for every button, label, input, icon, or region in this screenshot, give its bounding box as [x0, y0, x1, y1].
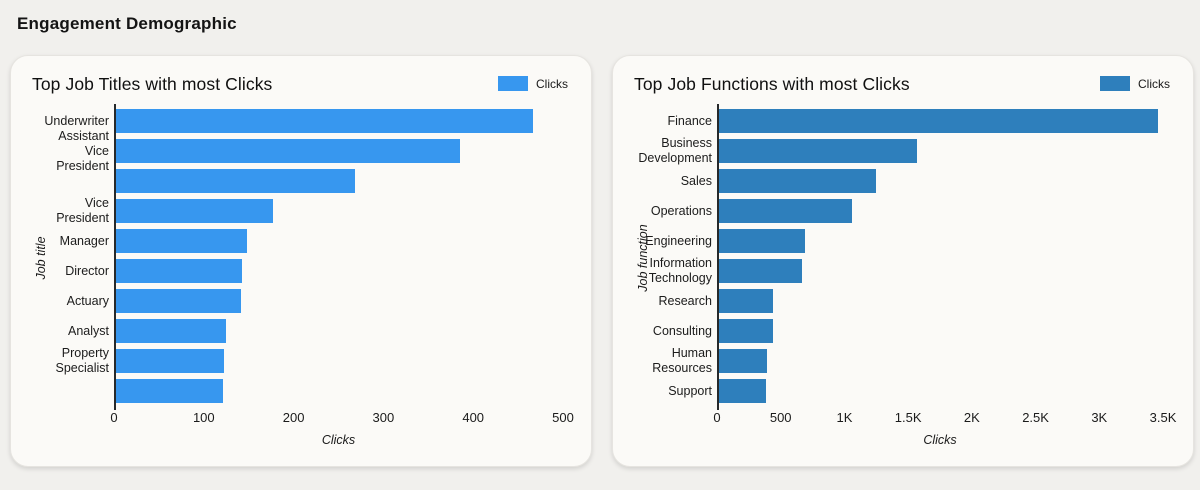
- y-tick-label: Human Resources: [652, 346, 712, 375]
- chart-row: Human Resources: [613, 346, 1193, 375]
- bars-area: Finance Business Development Sales Operatio…: [613, 109, 1193, 403]
- y-tick-label: Analyst: [68, 323, 109, 338]
- x-tick-label: 500: [769, 410, 792, 425]
- x-tick-label: 3.5K: [1149, 410, 1177, 425]
- job-functions-chart-card: Top Job Functions with most Clicks Click…: [612, 55, 1194, 467]
- bar[interactable]: [717, 109, 1158, 133]
- legend-swatch: [1100, 76, 1130, 91]
- x-tick-label: 2.5K: [1022, 410, 1049, 425]
- bars-area: Underwriter Assistant Vice President Vice …: [11, 109, 591, 403]
- bar[interactable]: [114, 109, 534, 133]
- chart-row: Support: [613, 379, 1193, 403]
- y-tick-label: Engineering: [645, 233, 712, 248]
- bar[interactable]: [114, 289, 241, 313]
- y-tick-label: Research: [658, 293, 713, 308]
- y-tick-label: [11, 169, 114, 193]
- bar[interactable]: [114, 349, 225, 373]
- chart-title: Top Job Functions with most Clicks: [634, 74, 910, 94]
- bar[interactable]: [717, 199, 853, 223]
- y-axis-line: [114, 104, 116, 410]
- bar[interactable]: [717, 169, 877, 193]
- y-tick-label: Vice President: [56, 196, 109, 225]
- chart-row: Analyst: [11, 319, 591, 343]
- x-axis-ticks: 0 500 1K 1.5K 2K 2.5K 3K 3.5K: [613, 410, 1193, 426]
- bar[interactable]: [717, 289, 774, 313]
- y-tick-label: Assistant Vice President: [56, 128, 109, 173]
- bar[interactable]: [717, 349, 767, 373]
- chart-row: Information Technology: [613, 256, 1193, 285]
- chart-row: Sales: [613, 169, 1193, 193]
- x-tick-label: 0: [110, 410, 118, 425]
- y-tick-label: Business Development: [638, 136, 712, 165]
- y-tick-label: Finance: [667, 113, 712, 128]
- bar[interactable]: [114, 319, 227, 343]
- bar[interactable]: [717, 379, 767, 403]
- bar[interactable]: [114, 229, 247, 253]
- bar[interactable]: [717, 229, 805, 253]
- chart-row: Manager: [11, 229, 591, 253]
- chart-row: Property Specialist: [11, 346, 591, 375]
- chart-row: [11, 169, 591, 193]
- chart-row: [11, 379, 591, 403]
- x-tick-label: 400: [462, 410, 485, 425]
- y-tick-label: Manager: [59, 233, 109, 248]
- y-tick-label: Actuary: [66, 293, 109, 308]
- y-tick-label: Underwriter: [44, 113, 109, 128]
- bar[interactable]: [114, 169, 355, 193]
- x-tick-label: 0: [713, 410, 721, 425]
- chart-row: Engineering: [613, 229, 1193, 253]
- x-tick-label: 300: [372, 410, 395, 425]
- chart-row: Finance: [613, 109, 1193, 133]
- legend[interactable]: Clicks: [1100, 76, 1170, 91]
- x-axis-title: Clicks: [923, 433, 957, 447]
- chart-row: Assistant Vice President: [11, 128, 591, 173]
- x-tick-label: 500: [552, 410, 574, 425]
- chart-row: Director: [11, 259, 591, 283]
- legend-swatch: [498, 76, 528, 91]
- y-tick-label: Director: [65, 263, 109, 278]
- y-tick-label: Sales: [680, 173, 712, 188]
- y-tick-label: Operations: [650, 203, 712, 218]
- chart-row: Operations: [613, 199, 1193, 223]
- y-tick-label: Support: [668, 383, 712, 398]
- x-tick-label: 200: [282, 410, 305, 425]
- chart-row: Research: [613, 289, 1193, 313]
- x-axis-title: Clicks: [321, 433, 356, 447]
- charts-container: Top Job Titles with most Clicks Clicks J…: [10, 55, 1194, 467]
- x-axis-ticks: 0 100 200 300 400 500: [11, 410, 591, 426]
- chart-row: Consulting: [613, 319, 1193, 343]
- legend-label: Clicks: [536, 76, 568, 91]
- y-tick-label: [11, 379, 114, 403]
- bar[interactable]: [114, 199, 273, 223]
- chart-row: Business Development: [613, 136, 1193, 165]
- bar[interactable]: [717, 139, 918, 163]
- y-axis-line: [717, 104, 719, 410]
- chart-title: Top Job Titles with most Clicks: [32, 74, 273, 94]
- bar[interactable]: [717, 319, 774, 343]
- bar[interactable]: [114, 259, 243, 283]
- x-tick-label: 3K: [1091, 410, 1108, 425]
- chart-row: Underwriter: [11, 109, 591, 133]
- bar[interactable]: [114, 139, 460, 163]
- job-titles-chart-card: Top Job Titles with most Clicks Clicks J…: [10, 55, 592, 467]
- x-tick-label: 100: [192, 410, 215, 425]
- legend-label: Clicks: [1138, 76, 1170, 91]
- legend[interactable]: Clicks: [498, 76, 568, 91]
- x-tick-label: 2K: [963, 410, 980, 425]
- y-tick-label: Information Technology: [648, 256, 712, 285]
- x-tick-label: 1K: [836, 410, 853, 425]
- page-title: Engagement Demographic: [17, 14, 237, 33]
- bar[interactable]: [114, 379, 223, 403]
- bar[interactable]: [717, 259, 802, 283]
- chart-row: Vice President: [11, 196, 591, 225]
- x-tick-label: 1.5K: [894, 410, 922, 425]
- y-tick-label: Consulting: [652, 323, 712, 338]
- chart-row: Actuary: [11, 289, 591, 313]
- y-tick-label: Property Specialist: [55, 346, 110, 375]
